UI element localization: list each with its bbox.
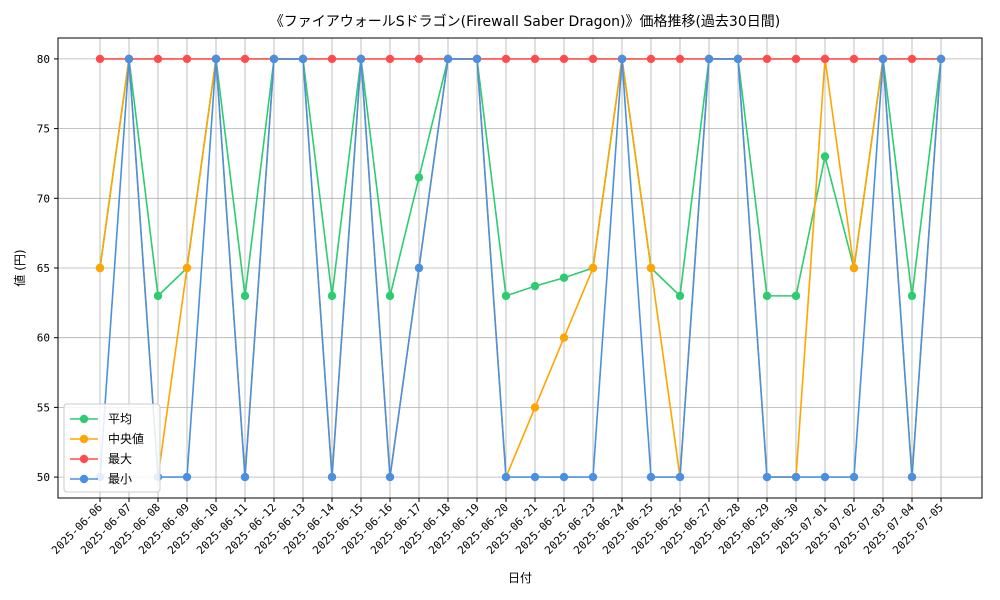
- data-point: [588, 263, 598, 273]
- series-group: [95, 54, 946, 482]
- data-point: [588, 472, 598, 482]
- y-tick-label: 60: [37, 332, 50, 345]
- data-point: [211, 54, 221, 64]
- data-point: [849, 54, 859, 64]
- data-point: [530, 472, 540, 482]
- data-point: [907, 54, 917, 64]
- data-point: [501, 291, 511, 301]
- data-point: [414, 54, 424, 64]
- data-point: [559, 54, 569, 64]
- data-point: [298, 54, 308, 64]
- data-point: [385, 54, 395, 64]
- data-point: [269, 54, 279, 64]
- data-point: [559, 333, 569, 342]
- data-point: [936, 54, 946, 64]
- chart-title: 《ファイアウォールSドラゴン(Firewall Saber Dragon)》価格…: [270, 13, 780, 30]
- legend-label: 最小: [108, 472, 132, 486]
- x-axis-label: 日付: [508, 571, 532, 585]
- data-point: [675, 472, 685, 482]
- data-point: [849, 263, 859, 273]
- data-point: [95, 54, 105, 64]
- data-point: [153, 291, 163, 301]
- data-point: [385, 472, 395, 482]
- grid: [58, 38, 982, 498]
- data-point: [559, 273, 569, 282]
- legend-label: 中央値: [108, 431, 144, 446]
- data-point: [501, 54, 511, 64]
- legend-swatch-marker: [79, 474, 89, 484]
- data-point: [530, 403, 540, 412]
- y-axis-label: 値 (円): [12, 249, 27, 286]
- data-point: [182, 54, 192, 64]
- legend-swatch-marker: [79, 454, 89, 464]
- data-point: [327, 54, 337, 64]
- data-point: [820, 472, 830, 482]
- y-tick-label: 70: [37, 192, 50, 205]
- data-point: [240, 472, 250, 482]
- data-point: [646, 263, 656, 273]
- legend-box: [63, 403, 161, 493]
- data-point: [530, 281, 540, 291]
- series-line: [99, 58, 942, 478]
- x-axis: 2025-06-062025-06-072025-06-082025-06-09…: [49, 498, 946, 557]
- data-point: [820, 54, 830, 64]
- data-point: [849, 472, 859, 482]
- data-point: [530, 54, 540, 64]
- data-point: [617, 54, 627, 64]
- data-point: [791, 54, 801, 64]
- legend-label: 最大: [108, 452, 132, 466]
- data-point: [153, 54, 163, 64]
- data-point: [414, 173, 424, 182]
- y-tick-label: 80: [37, 53, 50, 66]
- data-point: [443, 54, 453, 64]
- data-point: [646, 54, 656, 64]
- data-point: [675, 54, 685, 64]
- y-tick-label: 65: [37, 262, 50, 275]
- y-tick-label: 55: [37, 401, 50, 414]
- data-point: [240, 291, 250, 301]
- legend-label: 平均: [108, 412, 132, 426]
- legend-swatch-marker: [79, 414, 89, 424]
- data-point: [327, 472, 337, 482]
- data-point: [588, 54, 598, 64]
- data-point: [762, 54, 772, 64]
- data-point: [414, 263, 424, 273]
- data-point: [385, 291, 395, 301]
- data-point: [907, 472, 917, 482]
- data-point: [820, 152, 830, 161]
- series-line: [99, 58, 942, 298]
- data-point: [907, 291, 917, 301]
- data-point: [704, 54, 714, 64]
- y-tick-label: 75: [37, 123, 50, 136]
- data-point: [240, 54, 250, 64]
- legend-swatch-marker: [79, 434, 89, 444]
- data-point: [95, 263, 105, 273]
- y-axis: 50 55 60 65 70 75 80: [37, 53, 58, 484]
- data-point: [675, 291, 685, 301]
- data-point: [733, 54, 743, 64]
- data-point: [472, 54, 482, 64]
- data-point: [646, 472, 656, 482]
- data-point: [124, 54, 134, 64]
- data-point: [791, 472, 801, 482]
- data-point: [878, 54, 888, 64]
- data-point: [356, 54, 366, 64]
- data-point: [762, 472, 772, 482]
- data-point: [501, 472, 511, 482]
- y-tick-label: 50: [37, 471, 50, 484]
- data-point: [182, 263, 192, 273]
- data-point: [559, 472, 569, 482]
- data-point: [182, 472, 192, 482]
- data-point: [791, 291, 801, 301]
- data-point: [762, 291, 772, 301]
- data-point: [327, 291, 337, 301]
